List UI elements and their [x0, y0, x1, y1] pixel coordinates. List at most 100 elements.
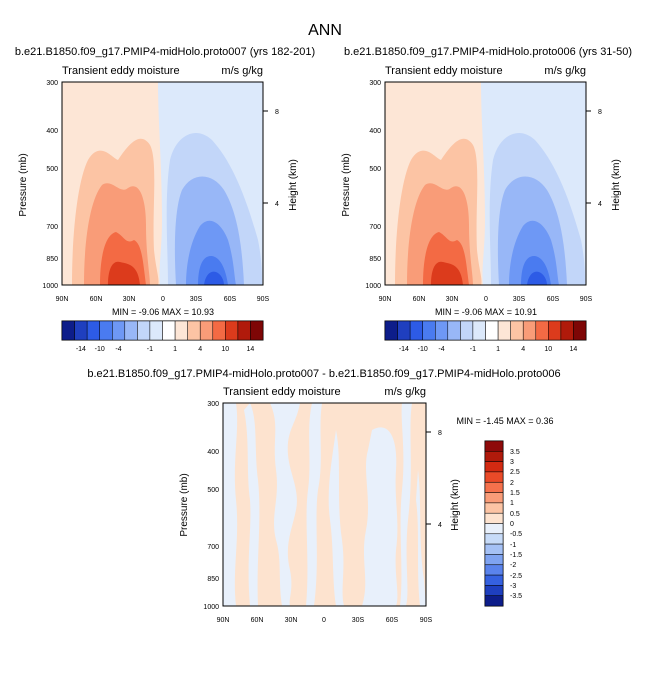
panel-1-cb-label: 1 [173, 346, 177, 353]
panel-3-cb-swatch [484, 533, 504, 545]
panel-1-cb-label: -1 [147, 346, 153, 353]
panel-2-cb-label: -1 [470, 346, 476, 353]
panel-1-cb-swatch [212, 320, 226, 341]
panel-2-cb-label: -14 [399, 346, 409, 353]
panel-1-cb-swatch [86, 320, 100, 341]
panel-3-cb-label: 2 [510, 480, 514, 487]
panel-2-cb-swatch [497, 320, 511, 341]
panel-2-title: b.e21.B1850.f09_g17.PMIP4-midHolo.proto0… [344, 46, 632, 58]
panel-3-cb-label: 3 [510, 459, 514, 466]
panel-1-xtick-30n: 30N [123, 296, 136, 303]
panel-3-cb-swatch [484, 492, 504, 504]
panel-2-cb-swatch [435, 320, 449, 341]
panel-3-negative-region-4 [306, 403, 322, 606]
panel-2-min-max: MIN = -9.06 MAX = 10.91 [435, 307, 537, 317]
panel-1-cb-swatch [225, 320, 239, 341]
panel-3-x-axis: 90N 60N 30N 0 30S 60S 90S [217, 617, 433, 624]
panel-2-xtick-30n: 30N [446, 296, 459, 303]
panel-2-xtick-30s: 30S [513, 296, 526, 303]
panel-1-ytick-300: 300 [46, 80, 58, 87]
panel-3-height-tick-8: 8 [438, 430, 442, 437]
panel-3-xtick-0: 0 [322, 617, 326, 624]
panel-2-cb-swatch [460, 320, 474, 341]
panel-1-cb-swatch [99, 320, 113, 341]
panel-3: b.e21.B1850.f09_g17.PMIP4-midHolo.proto0… [87, 368, 560, 624]
panel-3-plot [222, 402, 427, 607]
panel-2-cb-label: 10 [544, 346, 552, 353]
panel-3-cb-label: 1.5 [510, 490, 520, 497]
panel-3-cb-label: -3 [510, 583, 516, 590]
panel-2-ytick-850: 850 [369, 256, 381, 263]
panel-3-subtitle-left: Transient eddy moisture [223, 386, 341, 398]
panel-3-ytick-400: 400 [207, 449, 219, 456]
panel-3-xtick-30n: 30N [285, 617, 298, 624]
panel-1-ytick-700: 700 [46, 224, 58, 231]
panel-2-subtitle-left: Transient eddy moisture [385, 65, 503, 77]
panel-3-cb-swatch [484, 451, 504, 462]
panel-3-cb-label: 1 [510, 500, 514, 507]
panel-3-xtick-90s: 90S [420, 617, 433, 624]
panel-3-ytick-300: 300 [207, 401, 219, 408]
panel-3-ylabel-right: Height (km) [450, 479, 461, 531]
panel-1-xtick-30s: 30S [190, 296, 203, 303]
panel-1-cb-swatch [137, 320, 151, 341]
panel-3-height-tick-4: 4 [438, 522, 442, 529]
panel-2-cb-swatch [560, 320, 574, 341]
panel-3-negative-region-5 [328, 430, 344, 606]
panel-3-cb-swatch [484, 554, 504, 565]
panel-1-xtick-60s: 60S [224, 296, 237, 303]
panel-3-cb-label: -1 [510, 542, 516, 549]
panel-2-cb-label: -10 [418, 346, 428, 353]
panel-2-height-axis: 8 4 Height (km) [586, 109, 622, 211]
panel-1-ytick-850: 850 [46, 256, 58, 263]
panel-1-negative-region-5 [204, 271, 224, 285]
panel-1-y-axis: 300 400 500 700 850 1000 Pressure (mb) [18, 80, 58, 290]
panel-3-min-max: MIN = -1.45 MAX = 0.36 [456, 416, 553, 426]
panel-2-ylabel: Pressure (mb) [341, 153, 352, 216]
panel-2-cb-swatch [485, 320, 499, 341]
panel-3-cb-label: 2.5 [510, 469, 520, 476]
panel-1-xtick-60n: 60N [90, 296, 103, 303]
panel-3-cb-label: -2 [510, 562, 516, 569]
panel-2-cb-label: -4 [438, 346, 444, 353]
panel-2-y-axis: 300 400 500 700 850 1000 Pressure (mb) [341, 80, 381, 290]
panel-3-colorbar: 3.5 3 2.5 2 1.5 1 0.5 0 -0.5 -1 -1.5 -2 … [484, 440, 522, 607]
panel-1-cb-swatch [199, 320, 214, 341]
panel-1-cb-swatch [124, 320, 138, 341]
panel-1-title: b.e21.B1850.f09_g17.PMIP4-midHolo.proto0… [15, 46, 315, 58]
panel-2-ytick-400: 400 [369, 128, 381, 135]
panel-3-y-axis: 300 400 500 700 850 1000 Pressure (mb) [179, 401, 219, 611]
panel-3-ylabel: Pressure (mb) [179, 473, 190, 536]
panel-3-cb-swatch [484, 523, 504, 535]
panel-1-xtick-0: 0 [161, 296, 165, 303]
panel-2-xtick-60n: 60N [413, 296, 426, 303]
panel-2-ytick-500: 500 [369, 166, 381, 173]
panel-1-ylabel-right: Height (km) [288, 159, 299, 211]
panel-1-cb-swatch [174, 320, 188, 341]
panel-1-positive-region-4 [108, 261, 140, 285]
panel-1-cb-swatch [61, 320, 75, 341]
panel-2-frame [384, 81, 587, 286]
panel-2-cb-swatch [535, 320, 549, 341]
panel-1-frame [61, 81, 264, 286]
panel-2-cb-swatch [447, 320, 461, 341]
panel-3-cb-swatch [484, 512, 504, 524]
panel-3-cb-label: 3.5 [510, 449, 520, 456]
panel-3-cb-swatch [484, 595, 504, 607]
panel-3-ytick-850: 850 [207, 576, 219, 583]
panel-2-xtick-90n: 90N [379, 296, 392, 303]
panel-2-negative-region-5 [527, 271, 547, 285]
panel-2-colorbar: -14 -10 -4 -1 1 4 10 14 [384, 320, 587, 353]
panel-1-subtitle-left: Transient eddy moisture [62, 65, 180, 77]
panel-2-cb-swatch [422, 320, 436, 341]
panel-1-cb-label: -14 [76, 346, 86, 353]
panel-1-height-axis: 8 4 Height (km) [263, 109, 299, 211]
panel-2-x-axis: 90N 60N 30N 0 30S 60S 90S [379, 296, 593, 303]
panel-3-negative-region-6 [362, 427, 398, 606]
panel-1-ylabel: Pressure (mb) [18, 153, 29, 216]
panel-1-height-tick-8: 8 [275, 109, 279, 116]
panel-3-height-axis: 8 4 Height (km) [426, 430, 461, 531]
panel-2-cb-swatch [548, 320, 562, 341]
panel-2-cb-label: 4 [521, 346, 525, 353]
